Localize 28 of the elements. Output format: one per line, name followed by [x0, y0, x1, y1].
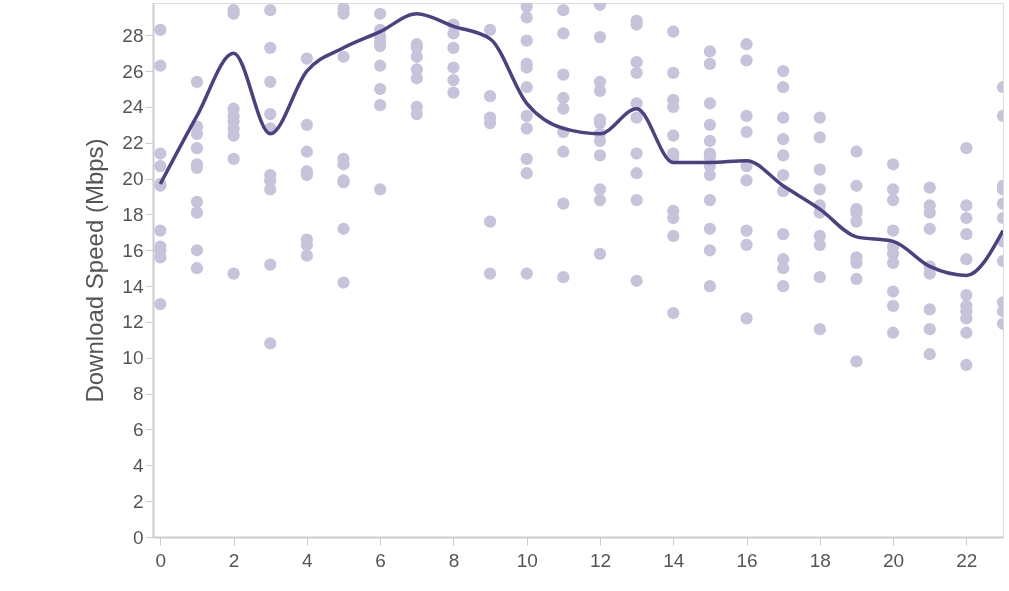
y-tick-label: 2: [132, 490, 144, 512]
y-tick-label: 6: [132, 418, 144, 440]
y-tick-label: 26: [122, 60, 144, 82]
x-tick-label: 10: [516, 549, 538, 571]
y-axis-title: Download Speed (Mbps): [81, 138, 109, 403]
y-tick-label: 0: [132, 526, 144, 548]
y-tick-label: 12: [122, 311, 144, 333]
x-tick-label: 20: [883, 549, 905, 571]
x-tick-label: 4: [302, 549, 314, 571]
y-tick-label: 16: [122, 239, 144, 261]
y-tick-label: 4: [132, 454, 144, 476]
x-tick-label: 14: [663, 549, 685, 571]
y-tick-label: 18: [122, 203, 144, 225]
y-tick-label: 20: [122, 168, 144, 190]
x-tick-label: 8: [448, 549, 460, 571]
y-tick-label: 24: [122, 96, 144, 118]
x-tick-label: 2: [228, 549, 240, 571]
x-tick-label: 18: [809, 549, 831, 571]
x-tick-label: 12: [589, 549, 612, 571]
y-tick-label: 22: [122, 132, 144, 154]
y-tick-label: 10: [122, 347, 144, 369]
x-tick-label: 0: [155, 549, 167, 571]
y-tick-label: 14: [122, 275, 144, 297]
y-tick-label: 8: [132, 383, 144, 405]
x-tick-label: 6: [375, 549, 386, 571]
y-tick-label: 28: [122, 24, 144, 46]
x-tick-label: 22: [956, 549, 978, 571]
x-tick-label: 16: [736, 549, 758, 571]
